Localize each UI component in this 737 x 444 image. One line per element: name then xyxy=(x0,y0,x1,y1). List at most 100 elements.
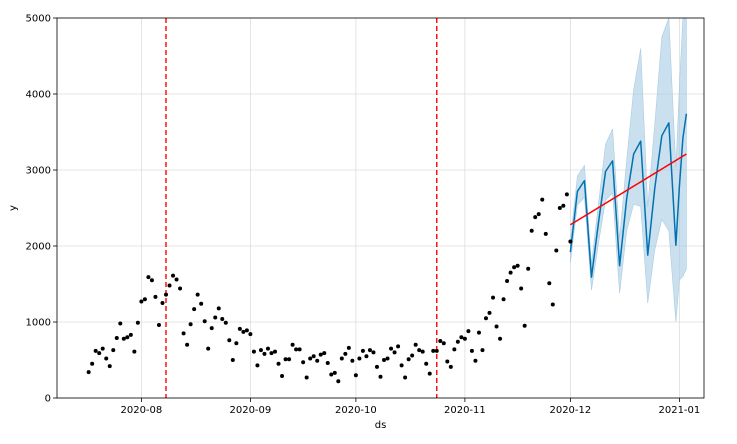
observed-point xyxy=(237,326,242,331)
observed-point xyxy=(258,348,263,353)
observed-point xyxy=(466,329,471,334)
observed-point xyxy=(121,336,126,341)
observed-point xyxy=(135,320,140,325)
observed-point xyxy=(427,371,432,376)
observed-point xyxy=(178,286,183,291)
observed-point xyxy=(280,373,285,378)
observed-point xyxy=(406,357,411,362)
x-tick-label: 2020-10 xyxy=(335,405,377,416)
observed-point xyxy=(403,375,408,380)
observed-point xyxy=(188,322,193,327)
observed-point xyxy=(185,342,190,347)
changepoint-layer xyxy=(165,18,438,398)
observed-point xyxy=(107,364,112,369)
observed-point xyxy=(251,349,256,354)
observed-point xyxy=(515,263,520,268)
observed-point xyxy=(156,323,161,328)
y-tick-label: 4000 xyxy=(26,90,51,101)
y-tick-label: 5000 xyxy=(26,14,51,25)
observed-point xyxy=(353,373,358,378)
observed-point xyxy=(374,364,379,369)
observed-point xyxy=(248,332,253,337)
observed-point xyxy=(417,348,422,353)
observed-point xyxy=(325,361,330,366)
observed-point xyxy=(118,321,123,326)
observed-point xyxy=(561,203,566,208)
observed-point xyxy=(480,348,485,353)
observed-point xyxy=(308,356,313,361)
observed-point xyxy=(469,348,474,353)
x-axis-label: ds xyxy=(375,420,387,431)
observed-point xyxy=(202,319,207,324)
observed-point xyxy=(501,297,506,302)
observed-point xyxy=(420,349,425,354)
observed-point xyxy=(336,379,341,384)
observed-point xyxy=(346,345,351,350)
observed-point xyxy=(547,281,552,286)
observed-point xyxy=(529,228,534,233)
observed-point xyxy=(410,353,415,358)
observed-point xyxy=(132,349,137,354)
observed-point xyxy=(491,295,496,300)
observed-point xyxy=(223,320,228,325)
observed-point xyxy=(273,349,278,354)
observed-point xyxy=(167,283,172,288)
observed-point xyxy=(392,350,397,355)
forecast-line xyxy=(569,113,688,278)
observed-point xyxy=(164,292,169,297)
observed-point xyxy=(128,332,133,337)
uncertainty-interval xyxy=(570,17,687,323)
observed-point xyxy=(209,326,214,331)
observed-point xyxy=(438,339,443,343)
observed-point xyxy=(86,370,91,375)
observed-point xyxy=(357,356,362,361)
observed-point xyxy=(146,275,151,280)
observed-point xyxy=(483,316,488,321)
observed-point xyxy=(213,315,218,320)
observed-point xyxy=(171,273,176,278)
observed-point xyxy=(533,215,538,220)
observed-point xyxy=(195,292,200,297)
observed-point xyxy=(276,361,281,366)
observed-point xyxy=(413,342,418,347)
observed-point xyxy=(378,374,383,379)
observed-point xyxy=(371,350,376,355)
observed-point xyxy=(160,301,165,305)
observed-point xyxy=(104,356,109,361)
observed-point xyxy=(399,363,404,368)
observed-point xyxy=(508,270,513,275)
observed-point xyxy=(452,347,457,352)
observed-point xyxy=(385,356,390,361)
observed-point xyxy=(522,323,527,328)
observed-point xyxy=(174,277,179,282)
observed-point xyxy=(269,351,274,356)
observed-point xyxy=(557,206,562,210)
observed-point xyxy=(220,316,225,321)
x-tick-layer: 2020-08 2020-09 2020-10 2020-11 2020-12 2021-… xyxy=(120,398,700,416)
observed-point xyxy=(487,310,492,315)
observed-point xyxy=(431,348,436,353)
observed-point xyxy=(519,286,524,291)
trend-line xyxy=(569,153,687,226)
y-axis-label: y xyxy=(8,205,19,211)
plot-frame xyxy=(56,17,705,399)
observed-point xyxy=(153,294,158,299)
observed-point xyxy=(441,341,446,346)
observed-point xyxy=(455,339,460,344)
observed-point xyxy=(332,370,337,375)
observed-point xyxy=(505,278,510,283)
observed-point xyxy=(434,348,439,353)
observed-point xyxy=(315,358,320,363)
observed-point xyxy=(125,335,130,340)
observed-point xyxy=(550,302,555,307)
observed-point xyxy=(230,358,235,362)
observed-point xyxy=(554,248,559,253)
y-tick-label: 2000 xyxy=(26,242,51,253)
observed-point xyxy=(543,231,548,236)
y-tick-label: 0 xyxy=(45,394,51,405)
observed-point xyxy=(462,336,467,341)
observed-point xyxy=(287,357,292,362)
